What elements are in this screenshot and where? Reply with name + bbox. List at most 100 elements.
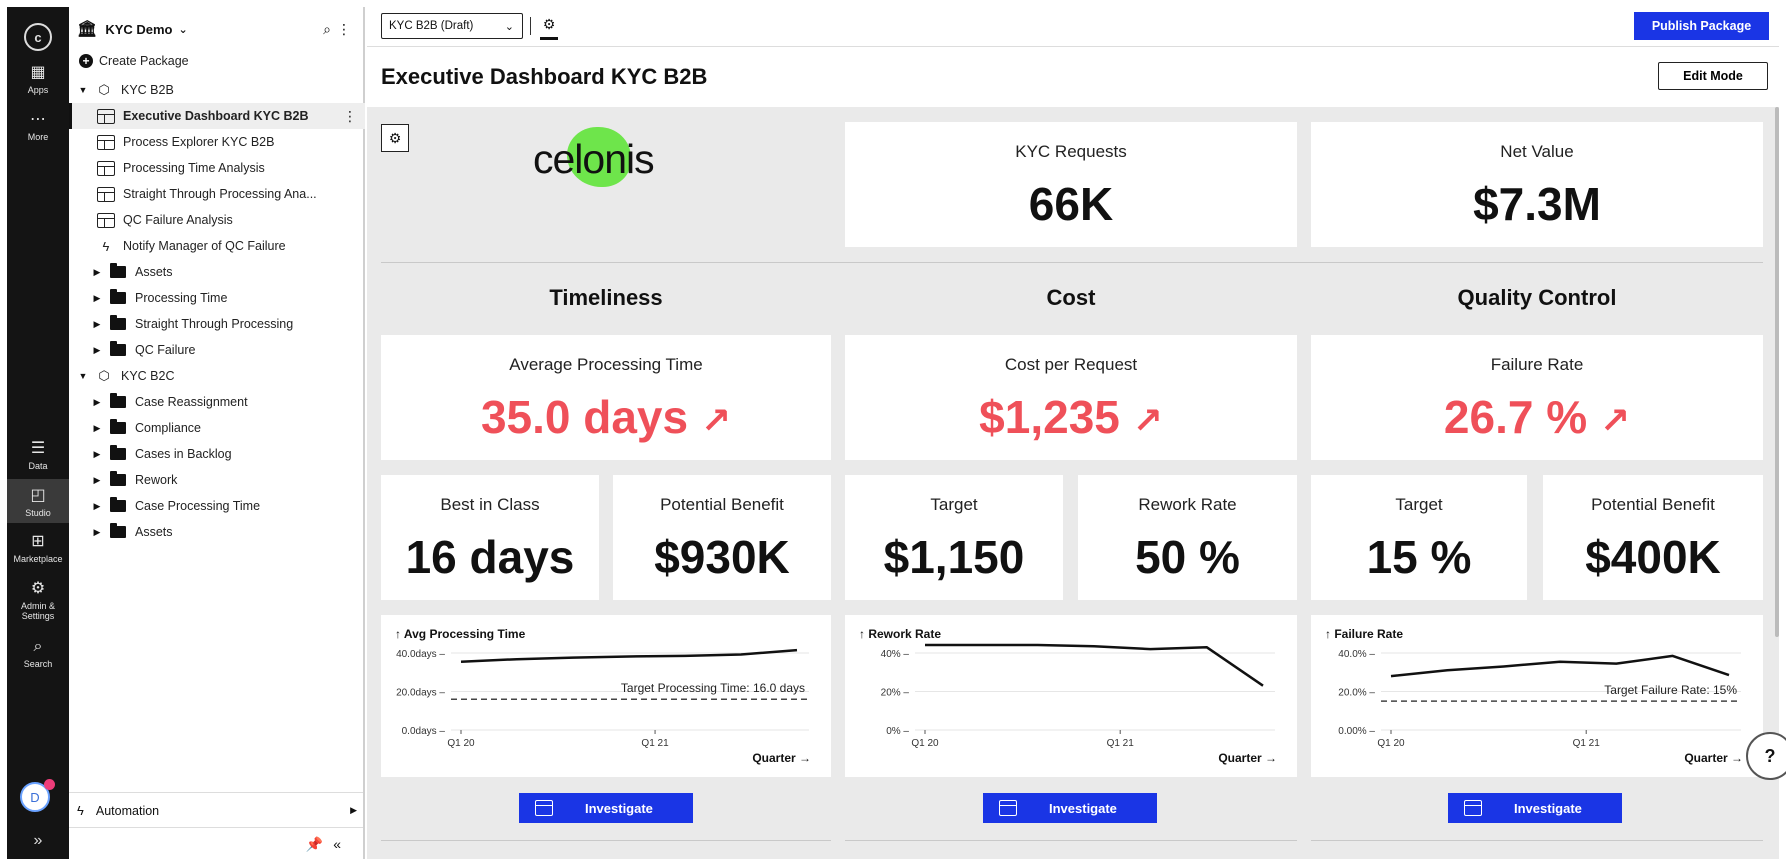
rail-admin-settings[interactable]: ⚙ Admin & Settings bbox=[7, 580, 69, 621]
folder-icon bbox=[110, 471, 126, 486]
section-title-quality-control: Quality Control bbox=[1457, 285, 1617, 310]
rail-apps[interactable]: ▦ Apps bbox=[7, 64, 69, 95]
divider bbox=[845, 840, 1297, 841]
tree-item-executive-dashboard[interactable]: Executive Dashboard KYC B2B ⋮ bbox=[69, 103, 365, 129]
kpi-card-rework-rate: Rework Rate 50 % bbox=[1078, 475, 1297, 600]
dashboard-icon bbox=[97, 186, 115, 202]
celonis-logo-icon[interactable]: c bbox=[24, 23, 52, 51]
chart-x-axis-label: Quarter → bbox=[1218, 751, 1277, 765]
kpi-value: $400K bbox=[1585, 531, 1721, 583]
tree-folder-case-reassignment[interactable]: ▶ Case Reassignment bbox=[69, 389, 365, 415]
publish-package-button[interactable]: Publish Package bbox=[1634, 12, 1769, 40]
tree-folder-assets[interactable]: ▶ Assets bbox=[69, 259, 365, 285]
kpi-card-best-in-class: Best in Class 16 days bbox=[381, 475, 599, 600]
tree-package-kyc-b2c[interactable]: ▼ ⬡ KYC B2C bbox=[69, 363, 365, 389]
kpi-label: Net Value bbox=[1500, 142, 1574, 161]
tree-item-qc-failure-analysis[interactable]: QC Failure Analysis bbox=[69, 207, 365, 233]
tree-item-notify-manager[interactable]: ϟ Notify Manager of QC Failure bbox=[69, 233, 365, 259]
kpi-card-failure-rate: Failure Rate 26.7 % ↗ bbox=[1311, 335, 1763, 460]
rail-search[interactable]: ⌕ Search bbox=[7, 638, 69, 669]
pin-icon[interactable]: 📌 bbox=[305, 836, 334, 852]
dashboard-icon bbox=[1464, 800, 1482, 816]
tree-item-stp-analysis[interactable]: Straight Through Processing Ana... bbox=[69, 181, 365, 207]
tree-folder-qc-failure[interactable]: ▶ QC Failure bbox=[69, 337, 365, 363]
y-tick-label: 40.0% – bbox=[1338, 649, 1375, 660]
y-tick-label: 0.00% – bbox=[1338, 726, 1375, 737]
chart-title: ↑ Rework Rate bbox=[859, 627, 942, 641]
help-icon[interactable]: ? bbox=[1746, 732, 1786, 780]
folder-icon bbox=[110, 341, 126, 356]
caret-right-icon: ▶ bbox=[93, 292, 101, 303]
gear-icon[interactable]: ⚙ bbox=[381, 124, 409, 152]
caret-right-icon: ▶ bbox=[350, 805, 357, 815]
kpi-label: Cost per Request bbox=[1004, 355, 1138, 374]
create-package-button[interactable]: + Create Package bbox=[69, 48, 365, 74]
target-label: Target Failure Rate: 15% bbox=[1604, 683, 1737, 697]
tree-folder-case-processing-time[interactable]: ▶ Case Processing Time bbox=[69, 493, 365, 519]
automation-section[interactable]: ϟ Automation ▶ bbox=[77, 803, 357, 818]
space-selector[interactable]: 🏛 KYC Demo ⌄ ⌕⋮ bbox=[77, 17, 357, 41]
line-chart: 40% – 20% – 0% –Q1 20 Q1 21 bbox=[881, 643, 1275, 749]
caret-right-icon: ▶ bbox=[93, 318, 101, 329]
tree-item-process-explorer[interactable]: Process Explorer KYC B2B bbox=[69, 129, 365, 155]
tree-item-processing-time-analysis[interactable]: Processing Time Analysis bbox=[69, 155, 365, 181]
divider bbox=[69, 792, 363, 793]
search-icon[interactable]: ⌕ bbox=[323, 20, 337, 37]
tree-folder-rework[interactable]: ▶ Rework bbox=[69, 467, 365, 493]
series-line bbox=[1390, 654, 1730, 678]
x-tick-label: Q1 21 bbox=[1573, 738, 1601, 749]
tree-folder-compliance[interactable]: ▶ Compliance bbox=[69, 415, 365, 441]
rail-label: Admin & Settings bbox=[20, 601, 55, 621]
kpi-label: Target bbox=[930, 495, 978, 514]
rail-marketplace[interactable]: ⊞ Marketplace bbox=[7, 533, 69, 564]
kebab-menu-icon[interactable]: ⋮ bbox=[343, 107, 357, 124]
tree-label: Assets bbox=[135, 525, 173, 539]
investigate-button-quality[interactable]: Investigate bbox=[1448, 793, 1622, 823]
celonis-logo-blob bbox=[567, 127, 631, 187]
tree-label: Notify Manager of QC Failure bbox=[123, 239, 286, 253]
tree-folder-assets-b2c[interactable]: ▶ Assets bbox=[69, 519, 365, 545]
expand-rail-icon[interactable]: » bbox=[33, 832, 43, 849]
trend-up-arrow-icon: ↗ bbox=[1132, 400, 1163, 441]
scrollbar[interactable] bbox=[1775, 107, 1779, 637]
rail-label: Marketplace bbox=[13, 554, 63, 564]
divider bbox=[69, 827, 363, 828]
edit-mode-button[interactable]: Edit Mode bbox=[1658, 62, 1768, 90]
chart-card-failure-rate: ↑ Failure Rate Quarter → 40.0% – 20.0% – 0… bbox=[1311, 615, 1763, 777]
kpi-card-potential-benefit-timeliness: Potential Benefit $930K bbox=[613, 475, 831, 600]
notification-dot-icon bbox=[44, 779, 55, 790]
y-tick-label: 40% – bbox=[881, 649, 910, 660]
folder-icon bbox=[110, 419, 126, 434]
tree-folder-stp[interactable]: ▶ Straight Through Processing bbox=[69, 311, 365, 337]
settings-icon: ⚙ bbox=[30, 580, 46, 597]
investigate-label: Investigate bbox=[1049, 800, 1117, 816]
kpi-label: Average Processing Time bbox=[509, 355, 703, 374]
kebab-menu-icon[interactable]: ⋮ bbox=[337, 20, 357, 37]
folder-icon bbox=[110, 393, 126, 408]
kpi-label: Failure Rate bbox=[1490, 355, 1584, 374]
tree-folder-processing-time[interactable]: ▶ Processing Time bbox=[69, 285, 365, 311]
y-tick-label: 0.0days – bbox=[402, 726, 446, 737]
create-package-label: Create Package bbox=[99, 54, 189, 68]
investigate-button-cost[interactable]: Investigate bbox=[983, 793, 1157, 823]
investigate-button-timeliness[interactable]: Investigate bbox=[519, 793, 693, 823]
chevron-down-icon: ⌄ bbox=[178, 23, 188, 36]
kpi-card-net-value: Net Value $7.3M bbox=[1311, 122, 1763, 247]
tree-label: Case Reassignment bbox=[135, 395, 248, 409]
trend-up-arrow-icon: ↗ bbox=[1599, 400, 1631, 441]
dashboard-icon bbox=[535, 800, 553, 816]
tree-folder-cases-in-backlog[interactable]: ▶ Cases in Backlog bbox=[69, 441, 365, 467]
tree-package-kyc-b2b[interactable]: ▼ ⬡ KYC B2B bbox=[69, 77, 365, 103]
kpi-label: Potential Benefit bbox=[1591, 495, 1715, 514]
divider bbox=[381, 840, 831, 841]
chart-card-avg-processing-time: ↑ Avg Processing Time Quarter → 40.0days… bbox=[381, 615, 831, 777]
rail-more[interactable]: ⋯ More bbox=[7, 111, 69, 142]
tree-label: Straight Through Processing bbox=[135, 317, 294, 331]
rail-studio[interactable]: ◰ Studio bbox=[7, 479, 69, 523]
celonis-logo-text: celonis bbox=[533, 136, 655, 182]
rail-data[interactable]: ☰ Data bbox=[7, 440, 69, 471]
gear-icon[interactable]: ⚙ bbox=[540, 16, 558, 40]
top-bar: KYC B2B (Draft) ⌄ ⚙ Publish Package bbox=[367, 7, 1779, 47]
collapse-icon[interactable]: « bbox=[333, 836, 351, 852]
package-version-select[interactable]: KYC B2B (Draft) ⌄ bbox=[381, 13, 523, 39]
